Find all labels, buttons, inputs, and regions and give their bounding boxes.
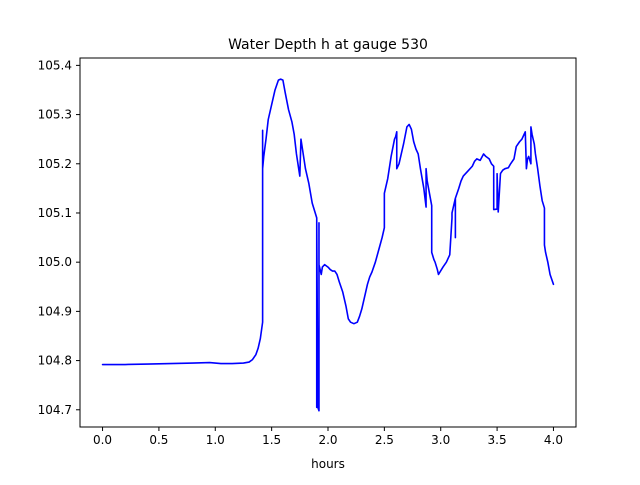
y-tick-label: 104.9 (38, 304, 72, 318)
chart-title: Water Depth h at gauge 530 (228, 37, 428, 53)
series-line-0 (101, 78, 555, 412)
y-tick-label: 105.3 (38, 108, 72, 122)
x-tick-label: 3.5 (488, 433, 507, 447)
y-tick-label: 104.8 (38, 354, 72, 368)
axis-ticks: 0.0 0.5 1.0 1.5 2.0 2.5 3.0 3.5 4.0 104.7 104.8 104… (38, 58, 563, 447)
x-tick-label: 1.0 (206, 433, 225, 447)
series-layer (101, 78, 555, 412)
x-tick-label: 0.0 (93, 433, 112, 447)
y-tick-label: 105.4 (38, 58, 72, 72)
x-tick-label: 2.0 (318, 433, 337, 447)
x-tick-label: 4.0 (544, 433, 563, 447)
x-tick-label: 3.0 (431, 433, 450, 447)
x-tick-label: 1.5 (262, 433, 281, 447)
plot-area (79, 57, 577, 428)
y-tick-label: 105.0 (38, 255, 72, 269)
y-tick-label: 104.7 (38, 403, 72, 417)
x-tick-label: 2.5 (375, 433, 394, 447)
x-axis-label: hours (311, 457, 345, 471)
y-tick-label: 105.2 (38, 157, 72, 171)
y-tick-label: 105.1 (38, 206, 72, 220)
x-tick-label: 0.5 (149, 433, 168, 447)
